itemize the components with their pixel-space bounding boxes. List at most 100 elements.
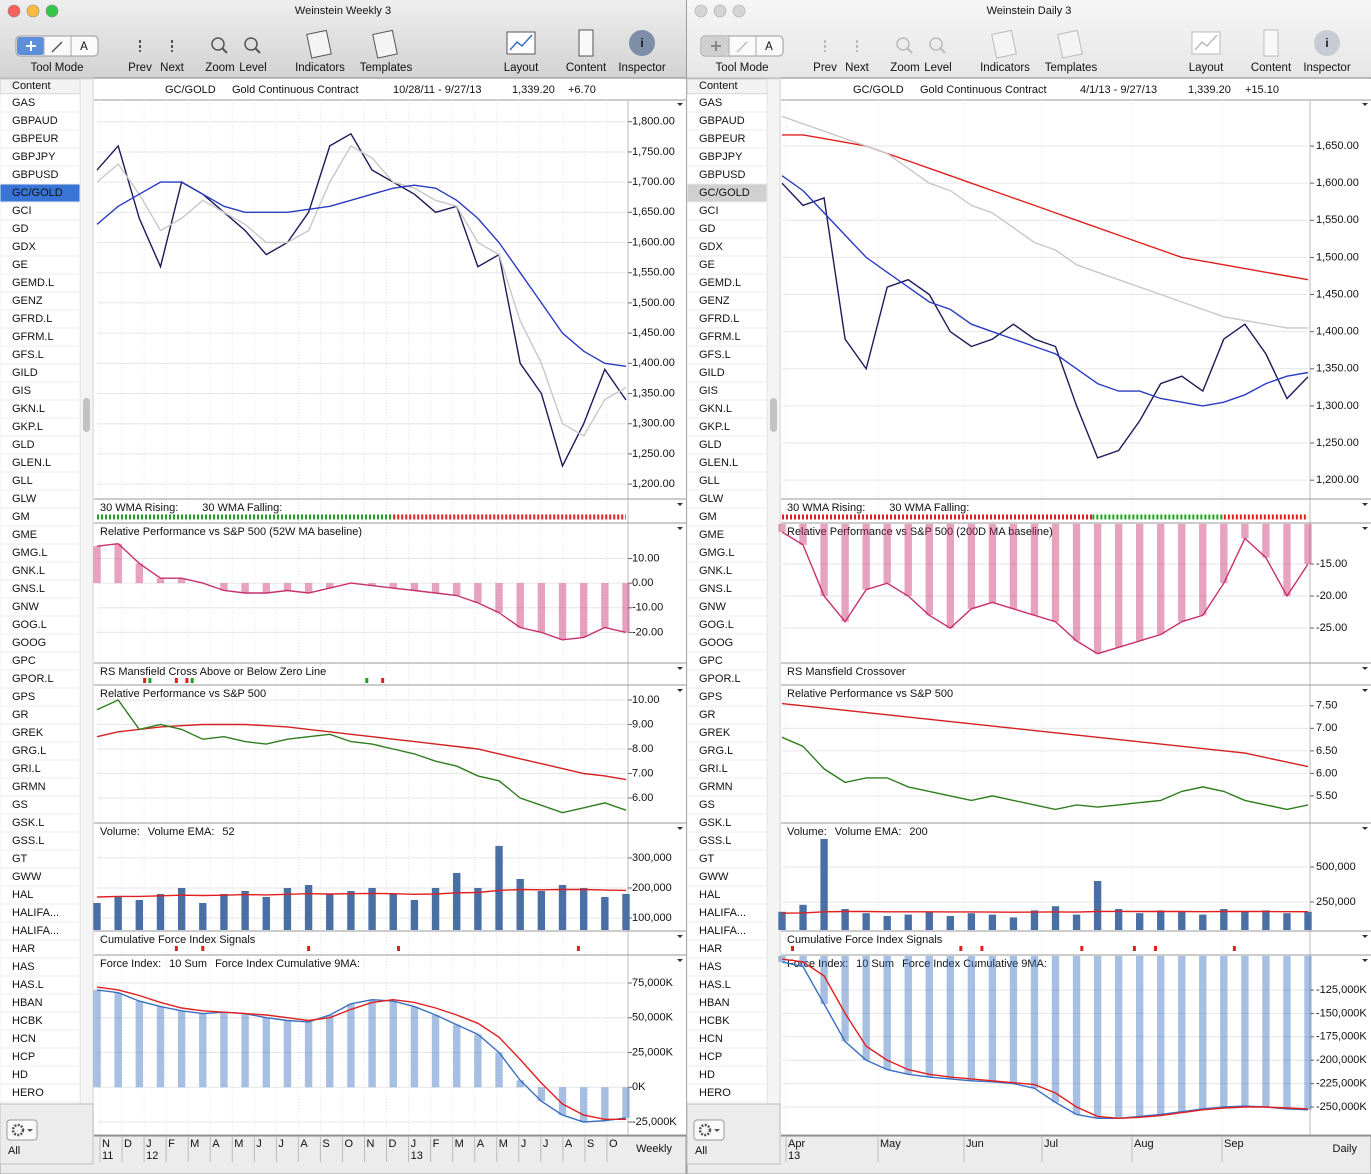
symbol[interactable]: HBAN [699,997,730,1009]
symbol[interactable]: GME [12,529,37,541]
symbol[interactable]: GBPUSD [12,169,59,181]
toolbar-label[interactable]: Prev [128,62,152,74]
filter-label[interactable]: All [8,1145,20,1157]
toolbar-label[interactable]: Indicators [295,62,345,74]
panel-menu[interactable] [1362,503,1368,506]
panel-menu[interactable] [677,827,683,830]
symbol[interactable]: GNK.L [12,565,45,577]
symbol[interactable]: GCI [12,205,32,217]
symbol[interactable]: HERO [12,1087,44,1099]
toolbar-label[interactable]: Level [924,62,952,74]
toolbar-label[interactable]: Next [160,62,184,74]
symbol[interactable]: GEMD.L [12,277,54,289]
symbol[interactable]: GNW [12,601,40,613]
symbol[interactable]: GM [12,511,30,523]
panel-menu[interactable] [677,527,683,530]
panel-menu[interactable] [677,503,683,506]
toolbar-label[interactable]: Content [1251,62,1292,74]
symbol[interactable]: GT [12,853,28,865]
window-button[interactable] [45,4,59,18]
symbol[interactable]: GE [12,259,28,271]
symbol[interactable]: GBPEUR [699,133,746,145]
toolbar-label[interactable]: Layout [504,62,539,74]
symbol[interactable]: GRG.L [12,745,46,757]
symbol[interactable]: GLL [699,475,720,487]
panel-menu[interactable] [677,935,683,938]
symbol[interactable]: GAS [12,97,35,109]
symbol[interactable]: HCP [12,1051,35,1063]
panel-menu[interactable] [677,689,683,692]
symbol[interactable]: GSK.L [12,817,44,829]
symbol[interactable]: GBPJPY [699,151,743,163]
symbol[interactable]: GENZ [699,295,730,307]
symbol[interactable]: GLD [12,439,35,451]
symbol[interactable]: GPC [12,655,36,667]
panel-menu[interactable] [1362,667,1368,670]
symbol[interactable]: GLW [12,493,37,505]
symbol[interactable]: GLL [12,475,33,487]
scroll-thumb[interactable] [770,398,777,432]
symbol[interactable]: GEMD.L [699,277,741,289]
symbol[interactable]: GOOG [699,637,733,649]
symbol[interactable]: HAR [12,943,35,955]
symbol[interactable]: GNW [699,601,727,613]
symbol-row[interactable] [687,1101,767,1120]
panel-menu[interactable] [1362,935,1368,938]
symbol[interactable]: GMG.L [12,547,47,559]
symbol[interactable]: HD [699,1069,715,1081]
symbol[interactable]: GWW [699,871,729,883]
window-button[interactable] [694,4,708,18]
toolbar-label[interactable]: Inspector [618,62,665,74]
symbol[interactable]: GFRM.L [12,331,54,343]
symbol[interactable]: GCI [699,205,719,217]
symbol[interactable]: GILD [12,367,38,379]
toolbar-label[interactable]: Next [845,62,869,74]
symbol[interactable]: GPOR.L [12,673,54,685]
symbol[interactable]: HD [12,1069,28,1081]
symbol[interactable]: GT [699,853,715,865]
symbol[interactable]: HCP [699,1051,722,1063]
symbol[interactable]: GFS.L [12,349,44,361]
symbol[interactable]: GS [699,799,715,811]
panel-menu[interactable] [677,103,683,106]
symbol[interactable]: HERO [699,1087,731,1099]
panel-menu[interactable] [677,959,683,962]
symbol[interactable]: GREK [699,727,731,739]
symbol[interactable]: GSK.L [699,817,731,829]
symbol[interactable]: HCN [12,1033,36,1045]
symbol[interactable]: GILD [699,367,725,379]
symbol[interactable]: GKN.L [12,403,45,415]
panel-menu[interactable] [677,667,683,670]
symbol[interactable]: GPS [12,691,35,703]
symbol[interactable]: GRI.L [699,763,728,775]
toolbar-label[interactable]: Zoom [205,62,234,74]
symbol[interactable]: GIS [699,385,718,397]
symbol[interactable]: HAS.L [699,979,731,991]
symbol[interactable]: GDX [699,241,724,253]
window-button[interactable] [7,4,21,18]
symbol[interactable]: GME [699,529,724,541]
symbol[interactable]: GNK.L [699,565,732,577]
symbol[interactable]: GOG.L [699,619,734,631]
symbol[interactable]: GPS [699,691,722,703]
symbol[interactable]: GNS.L [699,583,732,595]
symbol[interactable]: GM [699,511,717,523]
panel-menu[interactable] [1362,827,1368,830]
panel-menu[interactable] [1362,527,1368,530]
symbol[interactable]: HALIFA... [12,925,59,937]
scroll-thumb[interactable] [83,398,90,432]
symbol[interactable]: GLW [699,493,724,505]
symbol[interactable]: GSS.L [12,835,44,847]
symbol[interactable]: HCBK [699,1015,730,1027]
symbol[interactable]: GD [699,223,716,235]
toolbar-label[interactable]: Layout [1189,62,1224,74]
period-label[interactable]: Daily [1333,1143,1358,1155]
symbol[interactable]: GLEN.L [12,457,51,469]
symbol[interactable]: HALIFA... [12,907,59,919]
symbol[interactable]: GS [12,799,28,811]
symbol[interactable]: GFRD.L [12,313,52,325]
symbol[interactable]: HALIFA... [699,907,746,919]
symbol[interactable]: GRG.L [699,745,733,757]
panel-menu[interactable] [1362,103,1368,106]
window-button[interactable] [26,4,40,18]
